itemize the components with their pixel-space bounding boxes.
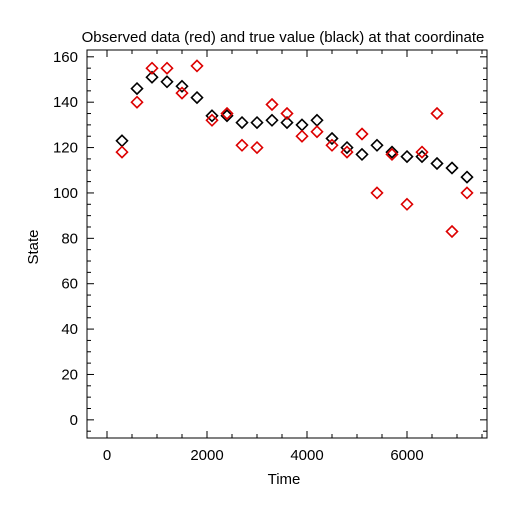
x-tick-label: 6000	[390, 447, 423, 464]
x-tick-label: 4000	[290, 447, 323, 464]
data-point-marker	[385, 147, 399, 162]
y-tick-label: 140	[53, 94, 78, 111]
y-tick-label: 20	[61, 366, 78, 383]
data-point-marker	[145, 61, 159, 75]
data-point-marker	[250, 140, 264, 155]
data-point-marker	[400, 197, 414, 211]
data-point-marker	[460, 186, 474, 200]
data-point-marker	[160, 61, 174, 75]
data-point-marker	[280, 115, 294, 130]
data-point-marker	[280, 106, 294, 121]
data-point-marker	[235, 115, 249, 130]
data-point-marker	[175, 79, 189, 93]
data-point-marker	[190, 90, 204, 105]
y-tick-label: 120	[53, 140, 78, 157]
data-point-marker	[370, 186, 384, 200]
data-point-marker	[400, 149, 414, 164]
data-point-marker	[235, 138, 249, 152]
data-point-marker	[130, 95, 144, 109]
data-point-marker	[310, 113, 324, 127]
data-point-marker	[370, 138, 384, 152]
x-axis-ticks: 0 2000 4000 6000	[103, 50, 483, 464]
data-point-marker	[190, 59, 204, 73]
series-1	[115, 59, 474, 239]
data-point-marker	[295, 129, 309, 143]
plot-area-border	[86, 49, 488, 439]
data-point-marker	[145, 70, 159, 84]
data-point-marker	[355, 147, 369, 162]
data-series	[115, 59, 474, 239]
data-point-marker	[460, 170, 474, 184]
plot-frame	[86, 49, 488, 439]
data-point-marker	[415, 145, 429, 159]
data-point-marker	[220, 109, 234, 123]
data-point-marker	[115, 134, 129, 148]
data-point-marker	[445, 224, 459, 239]
data-point-marker	[220, 106, 234, 121]
data-point-marker	[115, 145, 129, 159]
data-point-marker	[445, 161, 459, 175]
series-0	[115, 70, 474, 184]
data-point-marker	[265, 97, 279, 112]
data-point-marker	[340, 145, 354, 159]
y-axis-ticks: 0 20 40 60 80 100 120 140 160	[53, 49, 487, 432]
data-point-marker	[355, 127, 369, 141]
data-point-marker	[250, 115, 264, 130]
data-point-marker	[130, 81, 144, 96]
data-point-marker	[175, 86, 189, 100]
y-tick-label: 80	[61, 230, 78, 247]
x-axis-title: Time	[268, 471, 301, 488]
data-point-marker	[430, 156, 444, 171]
y-tick-label: 60	[61, 276, 78, 293]
y-tick-label: 40	[61, 321, 78, 338]
data-point-marker	[295, 118, 309, 132]
data-point-marker	[340, 140, 354, 155]
y-tick-label: 0	[70, 412, 78, 429]
data-point-marker	[385, 145, 399, 159]
data-point-marker	[310, 125, 324, 139]
x-tick-label: 0	[103, 447, 111, 464]
x-tick-label: 2000	[190, 447, 223, 464]
y-tick-label: 100	[53, 185, 78, 202]
data-point-marker	[325, 138, 339, 152]
y-axis-title: State	[25, 229, 42, 264]
chart-title: Observed data (red) and true value (blac…	[82, 29, 485, 46]
data-point-marker	[430, 106, 444, 121]
data-point-marker	[160, 75, 174, 89]
y-tick-label: 160	[53, 49, 78, 66]
data-point-marker	[265, 113, 279, 127]
data-point-marker	[205, 113, 219, 127]
data-point-marker	[205, 109, 219, 123]
data-point-marker	[325, 131, 339, 146]
